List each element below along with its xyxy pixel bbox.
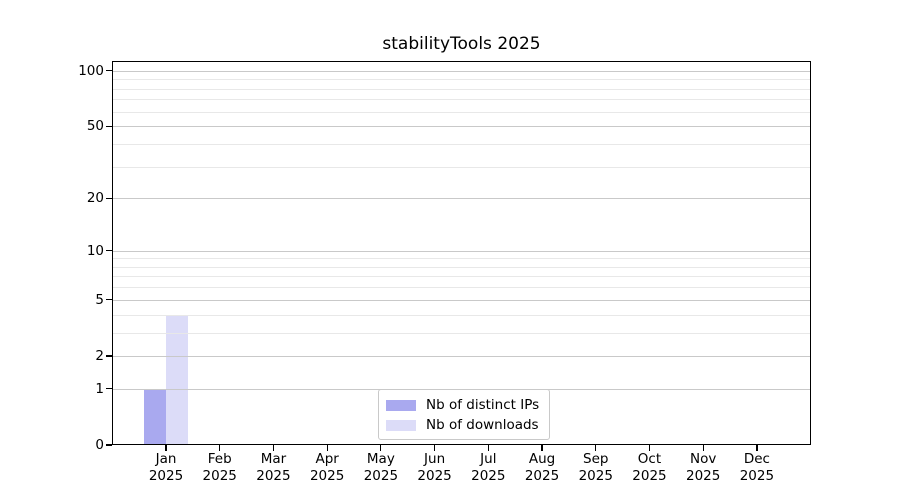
x-tick [487,445,489,451]
legend-swatch-downloads [386,419,416,431]
bar-distinct-ips-jan [144,388,166,444]
gridline-minor [113,99,810,101]
gridline-minor [113,111,810,113]
gridline-major [113,126,810,128]
legend-item-distinct-ips: Nb of distinct IPs [386,396,539,414]
y-tick-label: 10 [86,242,104,259]
legend-item-downloads: Nb of downloads [386,416,539,434]
y-tick [106,355,112,357]
x-tick [648,445,651,451]
x-tick [326,445,328,451]
x-tick [272,445,275,451]
gridline-minor [113,332,810,334]
gridline-major [113,198,810,200]
gridline-minor [113,88,810,90]
y-tick-label: 20 [86,190,104,207]
y-tick [106,249,112,252]
y-tick [106,70,112,72]
y-tick-label: 100 [78,62,104,79]
x-tick-label-jul: Jul 2025 [471,451,506,484]
x-tick-label-apr: Apr 2025 [309,451,345,484]
chart-title: stabilityTools 2025 [382,34,541,54]
x-tick-label-aug: Aug 2025 [524,451,560,484]
x-tick-label-nov: Nov 2025 [686,451,721,484]
x-tick-label-feb: Feb 2025 [202,451,237,484]
x-tick [219,445,221,451]
y-tick-label: 5 [95,291,104,308]
gridline-major [113,299,810,301]
y-tick-label: 2 [95,347,104,364]
legend: Nb of distinct IPs Nb of downloads [378,389,551,440]
x-tick [756,445,758,451]
gridline-minor [113,79,810,81]
x-tick [434,445,436,451]
x-tick-label-sep: Sep 2025 [578,451,613,484]
y-tick-label: 50 [86,118,104,135]
gridline-minor [113,143,810,145]
x-tick-label-oct: Oct 2025 [632,451,667,484]
y-tick [106,388,112,390]
gridline-major [113,70,810,72]
x-tick [380,445,382,451]
x-tick-label-may: May 2025 [363,451,399,484]
gridline-major [113,250,810,252]
gridline-minor [113,314,810,316]
x-tick [541,445,543,451]
legend-label-downloads: Nb of downloads [426,417,539,433]
bar-downloads-jan [166,314,188,444]
legend-swatch-distinct-ips [386,399,416,411]
x-tick-label-jan: Jan 2025 [148,451,184,484]
y-tick [106,125,112,127]
x-tick [165,445,167,451]
x-tick [595,445,597,451]
gridline-minor [113,266,810,268]
gridline-major [113,355,810,357]
legend-label-distinct-ips: Nb of distinct IPs [426,397,540,413]
y-tick-label: 1 [95,380,104,397]
y-tick [106,197,112,199]
y-tick [106,444,112,446]
x-tick-label-dec: Dec 2025 [739,451,775,484]
y-tick-label: 0 [95,437,104,453]
plot-area [112,61,811,445]
gridline-minor [113,166,810,168]
x-tick [702,445,704,451]
gridline-minor [113,258,810,260]
x-tick-label-jun: Jun 2025 [417,451,452,484]
x-tick-label-mar: Mar 2025 [256,451,291,484]
y-tick [106,299,112,301]
gridline-minor [113,287,810,289]
gridline-minor [113,276,810,278]
